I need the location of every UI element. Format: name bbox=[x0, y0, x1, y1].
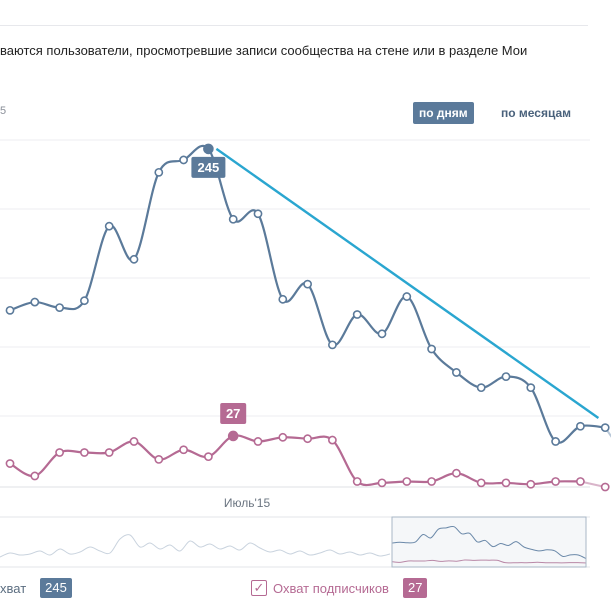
reach-point-23 bbox=[576, 421, 585, 431]
subscribers-point-10 bbox=[253, 437, 263, 446]
subscribers-point-21 bbox=[526, 479, 536, 489]
subscribers-point-13 bbox=[327, 435, 337, 445]
legend-reach[interactable]: хват 245 bbox=[0, 577, 72, 599]
overview-selected-line bbox=[391, 525, 587, 560]
by-months-button[interactable]: по месяцам bbox=[501, 106, 572, 120]
subscribers-point-5 bbox=[129, 437, 139, 446]
overview-subscribers-line bbox=[391, 559, 587, 564]
subscribers-point-9 bbox=[227, 430, 239, 442]
legend-subscribers[interactable]: ✓ Охват подписчиков 27 bbox=[251, 577, 428, 599]
subscribers-point-17 bbox=[427, 477, 436, 486]
subscribers-point-16 bbox=[402, 477, 412, 486]
subscribers-point-20 bbox=[501, 478, 511, 488]
subscribers-point-7 bbox=[179, 445, 188, 455]
reach-point-4 bbox=[104, 221, 114, 231]
reach-point-19 bbox=[476, 383, 486, 393]
subscribers-point-6 bbox=[154, 454, 164, 464]
subscribers-line bbox=[9, 434, 581, 487]
reach-point-24 bbox=[600, 423, 610, 433]
reach-point-21 bbox=[526, 383, 536, 393]
legend-subscribers-badge: 27 bbox=[402, 578, 428, 598]
subscribers-peak-label-box bbox=[220, 402, 247, 424]
subscribers-point-23 bbox=[576, 477, 585, 486]
overview-selection-window bbox=[391, 516, 587, 568]
checkbox-icon[interactable]: ✓ bbox=[251, 580, 267, 596]
y-axis-unit-fragment: 5 bbox=[0, 105, 7, 117]
reach-line bbox=[9, 144, 606, 444]
subscribers-point-3 bbox=[80, 448, 89, 457]
subscribers-point-0 bbox=[5, 459, 15, 468]
subscribers-point-1 bbox=[30, 471, 40, 481]
reach-peak-label: 245 bbox=[198, 160, 220, 175]
subscribers-point-8 bbox=[203, 452, 213, 462]
subscribers-point-22 bbox=[551, 477, 560, 486]
subscribers-point-19 bbox=[476, 478, 486, 488]
subscribers-point-11 bbox=[278, 432, 288, 442]
reach-point-1 bbox=[30, 297, 40, 307]
reach-point-7 bbox=[179, 155, 188, 165]
subscribers-point-2 bbox=[55, 448, 64, 457]
reach-point-6 bbox=[154, 167, 164, 177]
reach-point-18 bbox=[451, 368, 461, 377]
reach-point-13 bbox=[327, 340, 337, 350]
reach-point-17 bbox=[427, 344, 436, 354]
reach-point-0 bbox=[5, 305, 15, 315]
subscribers-point-24 bbox=[600, 482, 610, 492]
legend-subscribers-label: Охват подписчиков bbox=[273, 580, 389, 596]
subscribers-point-15 bbox=[377, 478, 387, 488]
reach-chart: Июль'15 245 27 bbox=[0, 139, 611, 568]
chart-description: ваются пользователи, просмотревшие запис… bbox=[0, 43, 528, 58]
overview-history-line bbox=[0, 534, 391, 558]
reach-line-partial bbox=[604, 427, 611, 438]
trend-line bbox=[215, 147, 600, 419]
subscribers-point-14 bbox=[352, 477, 362, 486]
by-days-button[interactable]: по дням bbox=[413, 102, 474, 124]
reach-point-10 bbox=[253, 209, 263, 219]
reach-point-8 bbox=[203, 143, 214, 155]
legend-reach-badge: 245 bbox=[40, 578, 72, 598]
reach-point-15 bbox=[377, 329, 387, 339]
subscribers-point-4 bbox=[104, 448, 114, 457]
reach-point-11 bbox=[278, 294, 288, 304]
legend-reach-label: хват bbox=[0, 580, 27, 596]
reach-point-14 bbox=[352, 310, 362, 319]
reach-point-9 bbox=[228, 214, 238, 224]
reach-point-3 bbox=[80, 296, 89, 306]
reach-point-20 bbox=[501, 372, 511, 381]
reach-point-5 bbox=[129, 254, 139, 264]
subscribers-point-12 bbox=[303, 434, 312, 444]
reach-point-16 bbox=[402, 292, 412, 301]
reach-point-12 bbox=[303, 279, 312, 289]
top-divider bbox=[0, 25, 588, 26]
x-tick-label: Июль'15 bbox=[224, 496, 271, 510]
reach-point-2 bbox=[55, 303, 64, 312]
subscribers-point-18 bbox=[451, 468, 461, 478]
reach-peak-label-box bbox=[191, 156, 226, 178]
reach-point-22 bbox=[551, 437, 560, 446]
subscribers-peak-label: 27 bbox=[226, 406, 240, 421]
